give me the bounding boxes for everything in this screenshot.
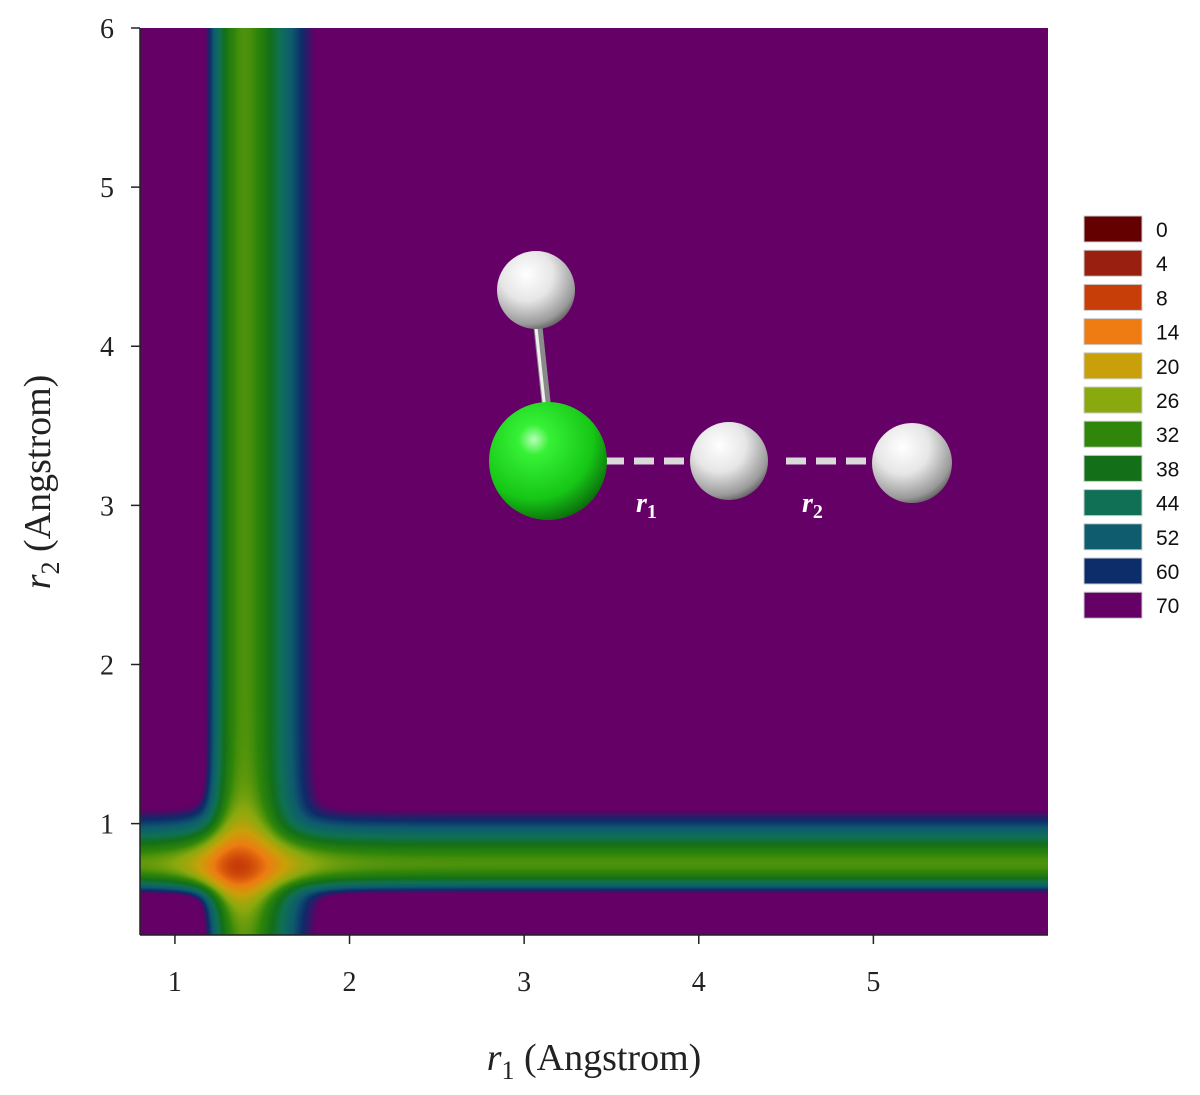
legend-label: 14 [1156,322,1180,345]
hydrogen-atom-top [497,251,575,329]
legend-label: 52 [1156,527,1179,550]
inset-label-r2-var: r [802,488,814,519]
legend-label: 44 [1156,493,1180,516]
legend-label: 8 [1156,287,1168,310]
legend-label: 0 [1156,219,1168,242]
y-tick-label: 4 [100,332,114,363]
legend-swatch [1083,215,1143,243]
legend-swatch [1083,591,1143,619]
molecule-inset: r1 r2 [489,251,952,523]
y-tick-label: 3 [100,491,114,522]
y-tick-label: 5 [100,173,114,204]
inset-label-r2-sub: 2 [813,501,823,523]
x-axis-title: r1 (Angstrom) [487,1037,702,1085]
x-tick-label: 4 [692,967,706,998]
legend-label: 20 [1156,356,1179,379]
x-ticks: 1 2 3 4 5 [168,935,880,998]
legend-label: 26 [1156,390,1179,413]
x-tick-label: 1 [168,967,182,998]
legend-swatch [1083,557,1143,585]
y-tick-label: 2 [100,650,114,681]
inset-label-r1: r1 [636,488,657,523]
legend-swatch [1083,454,1143,482]
x-tick-label: 5 [866,967,880,998]
legend: 0 4 8 14 20 26 32 38 44 52 60 70 [1083,215,1180,619]
axes: 1 2 3 4 5 1 2 3 4 5 6 [100,14,1048,998]
legend-swatch [1083,420,1143,448]
x-axis-sub: 1 [501,1056,514,1085]
legend-swatch [1083,523,1143,551]
x-axis-var: r [487,1037,502,1079]
y-axis-sub: 2 [36,562,65,575]
y-axis-var: r [17,574,59,589]
legend-label: 38 [1156,458,1179,481]
legend-swatch [1083,249,1143,277]
x-tick-label: 3 [517,967,531,998]
inset-label-r1-var: r [636,488,648,519]
y-tick-label: 6 [100,14,114,45]
legend-label: 4 [1156,253,1168,276]
y-ticks: 1 2 3 4 5 6 [100,14,140,841]
inset-label-r2: r2 [802,488,823,523]
inset-label-r1-sub: 1 [647,501,657,523]
y-tick-label: 1 [100,810,114,841]
hydrogen-atom-middle [690,422,768,500]
legend-label: 60 [1156,561,1179,584]
x-axis-unit: (Angstrom) [514,1037,701,1079]
y-axis-title: r2 (Angstrom) [17,375,65,590]
legend-swatch [1083,489,1143,517]
legend-label: 32 [1156,424,1179,447]
legend-label: 70 [1156,595,1179,618]
chlorine-atom [489,402,607,520]
legend-swatch [1083,352,1143,380]
legend-swatch [1083,283,1143,311]
legend-swatch [1083,318,1143,346]
hydrogen-atom-right [872,423,952,503]
legend-swatch [1083,386,1143,414]
x-tick-label: 2 [343,967,357,998]
y-axis-unit: (Angstrom) [17,375,59,562]
